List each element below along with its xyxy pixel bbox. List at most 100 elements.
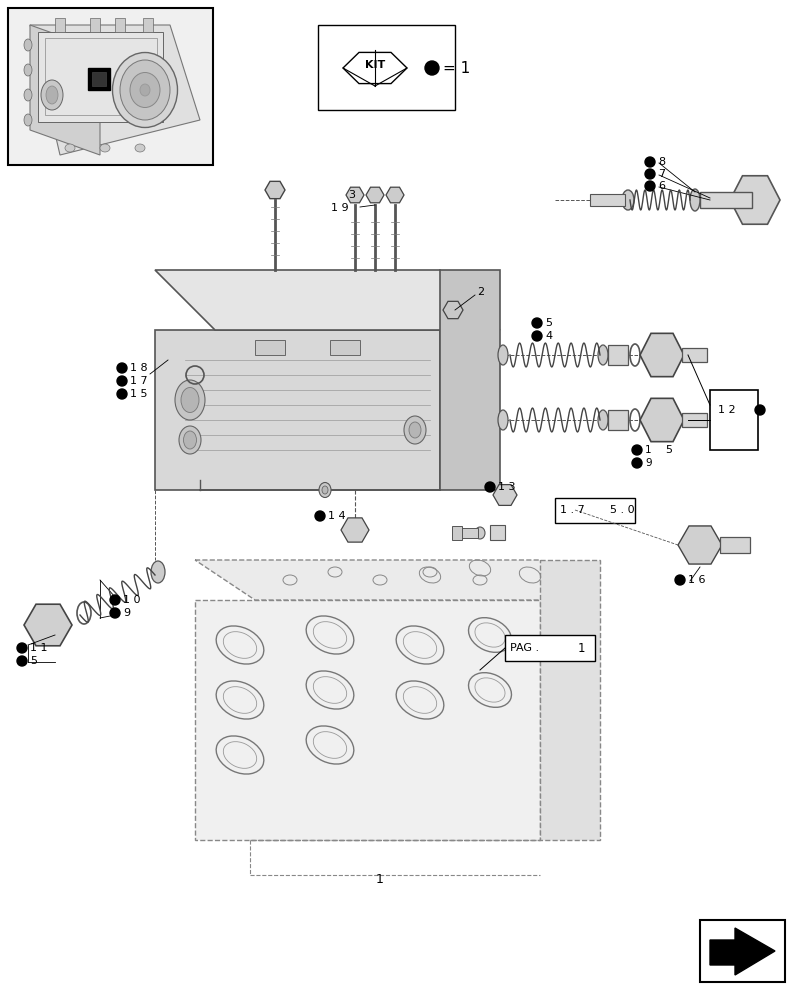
Text: 5 . 0: 5 . 0 — [609, 505, 634, 515]
Text: KIT: KIT — [364, 60, 384, 70]
Bar — [460, 528, 478, 538]
Circle shape — [644, 181, 654, 191]
Text: 1 0: 1 0 — [122, 595, 140, 605]
Ellipse shape — [130, 73, 160, 108]
Bar — [8, 8, 212, 165]
Text: 5: 5 — [544, 318, 551, 328]
Text: 1 1: 1 1 — [30, 643, 47, 653]
Bar — [90, 18, 100, 32]
Bar — [143, 18, 152, 32]
Ellipse shape — [100, 144, 109, 152]
Polygon shape — [30, 25, 100, 155]
Ellipse shape — [24, 39, 32, 51]
Text: 1: 1 — [577, 642, 585, 654]
Text: 1 9: 1 9 — [331, 203, 349, 213]
Ellipse shape — [404, 416, 426, 444]
Polygon shape — [195, 600, 539, 840]
Polygon shape — [639, 333, 683, 377]
Circle shape — [17, 656, 27, 666]
Circle shape — [117, 376, 127, 386]
Ellipse shape — [409, 422, 420, 438]
Polygon shape — [155, 270, 500, 330]
Circle shape — [315, 511, 324, 521]
Text: PAG .: PAG . — [509, 643, 539, 653]
Circle shape — [117, 389, 127, 399]
Bar — [329, 340, 359, 355]
Bar — [88, 68, 109, 90]
Text: 1 4: 1 4 — [328, 511, 345, 521]
Text: 4: 4 — [544, 331, 551, 341]
Circle shape — [644, 169, 654, 179]
Polygon shape — [492, 485, 517, 505]
Ellipse shape — [621, 190, 633, 210]
Circle shape — [109, 595, 120, 605]
Ellipse shape — [113, 52, 178, 128]
Text: 8: 8 — [657, 157, 664, 167]
Text: 3: 3 — [348, 190, 355, 200]
Circle shape — [531, 331, 541, 341]
Polygon shape — [345, 187, 363, 203]
Bar — [45, 38, 157, 115]
Text: 1 5: 1 5 — [130, 389, 148, 399]
Ellipse shape — [319, 483, 331, 497]
Ellipse shape — [135, 144, 145, 152]
Circle shape — [531, 318, 541, 328]
Polygon shape — [341, 518, 368, 542]
Bar — [504, 635, 594, 661]
Ellipse shape — [24, 114, 32, 126]
Ellipse shape — [46, 86, 58, 104]
Polygon shape — [440, 270, 500, 490]
Bar — [681, 348, 706, 362]
Bar — [318, 25, 454, 110]
Polygon shape — [539, 560, 599, 840]
Polygon shape — [639, 398, 683, 442]
Bar — [719, 537, 749, 553]
Text: 1: 1 — [375, 874, 384, 886]
Ellipse shape — [120, 60, 169, 120]
Polygon shape — [30, 25, 200, 155]
Ellipse shape — [183, 431, 196, 449]
Ellipse shape — [497, 345, 508, 365]
Text: 1 2: 1 2 — [717, 405, 735, 415]
Bar — [607, 345, 627, 365]
Ellipse shape — [474, 527, 484, 539]
Circle shape — [424, 61, 439, 75]
Polygon shape — [366, 187, 384, 203]
Polygon shape — [24, 604, 72, 646]
Polygon shape — [264, 181, 285, 199]
Circle shape — [644, 157, 654, 167]
Text: 9: 9 — [122, 608, 130, 618]
Polygon shape — [155, 330, 440, 490]
Bar — [699, 920, 784, 982]
Ellipse shape — [178, 426, 201, 454]
Bar — [255, 340, 285, 355]
Polygon shape — [385, 187, 404, 203]
Ellipse shape — [139, 84, 150, 96]
Text: 1 8: 1 8 — [130, 363, 148, 373]
Bar — [709, 390, 757, 450]
Circle shape — [674, 575, 684, 585]
Bar — [55, 18, 65, 32]
Polygon shape — [195, 560, 599, 600]
Circle shape — [109, 608, 120, 618]
Circle shape — [484, 482, 495, 492]
Text: 1: 1 — [644, 445, 650, 455]
Text: 1 3: 1 3 — [497, 482, 515, 492]
Ellipse shape — [689, 189, 699, 211]
Text: 9: 9 — [644, 458, 650, 468]
Text: 1 . 7: 1 . 7 — [560, 505, 584, 515]
Ellipse shape — [151, 561, 165, 583]
Text: 7: 7 — [657, 169, 664, 179]
Polygon shape — [443, 301, 462, 319]
Text: 1 7: 1 7 — [130, 376, 148, 386]
Text: 1 6: 1 6 — [687, 575, 705, 585]
Ellipse shape — [65, 144, 75, 152]
Ellipse shape — [41, 80, 63, 110]
Ellipse shape — [497, 410, 508, 430]
Polygon shape — [729, 176, 779, 224]
Bar — [38, 32, 163, 122]
Circle shape — [754, 405, 764, 415]
Ellipse shape — [181, 387, 199, 412]
Circle shape — [631, 445, 642, 455]
Circle shape — [17, 643, 27, 653]
